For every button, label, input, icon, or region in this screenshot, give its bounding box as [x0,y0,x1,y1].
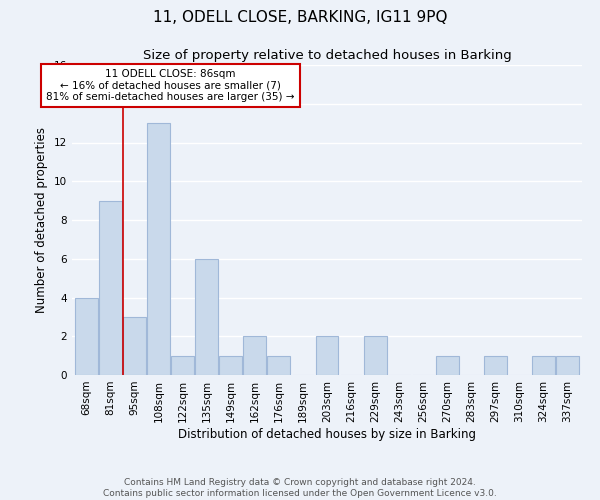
Bar [484,356,507,375]
Bar [195,259,218,375]
Bar [171,356,194,375]
Bar [316,336,338,375]
Bar [244,336,266,375]
Y-axis label: Number of detached properties: Number of detached properties [35,127,49,313]
Bar [364,336,386,375]
Bar [436,356,459,375]
Text: 11 ODELL CLOSE: 86sqm
← 16% of detached houses are smaller (7)
81% of semi-detac: 11 ODELL CLOSE: 86sqm ← 16% of detached … [46,69,295,102]
Bar [556,356,579,375]
Title: Size of property relative to detached houses in Barking: Size of property relative to detached ho… [143,50,511,62]
X-axis label: Distribution of detached houses by size in Barking: Distribution of detached houses by size … [178,428,476,440]
Bar [268,356,290,375]
Bar [532,356,555,375]
Bar [147,123,170,375]
Text: Contains HM Land Registry data © Crown copyright and database right 2024.
Contai: Contains HM Land Registry data © Crown c… [103,478,497,498]
Bar [75,298,98,375]
Text: 11, ODELL CLOSE, BARKING, IG11 9PQ: 11, ODELL CLOSE, BARKING, IG11 9PQ [153,10,447,25]
Bar [220,356,242,375]
Bar [123,317,146,375]
Bar [99,200,122,375]
